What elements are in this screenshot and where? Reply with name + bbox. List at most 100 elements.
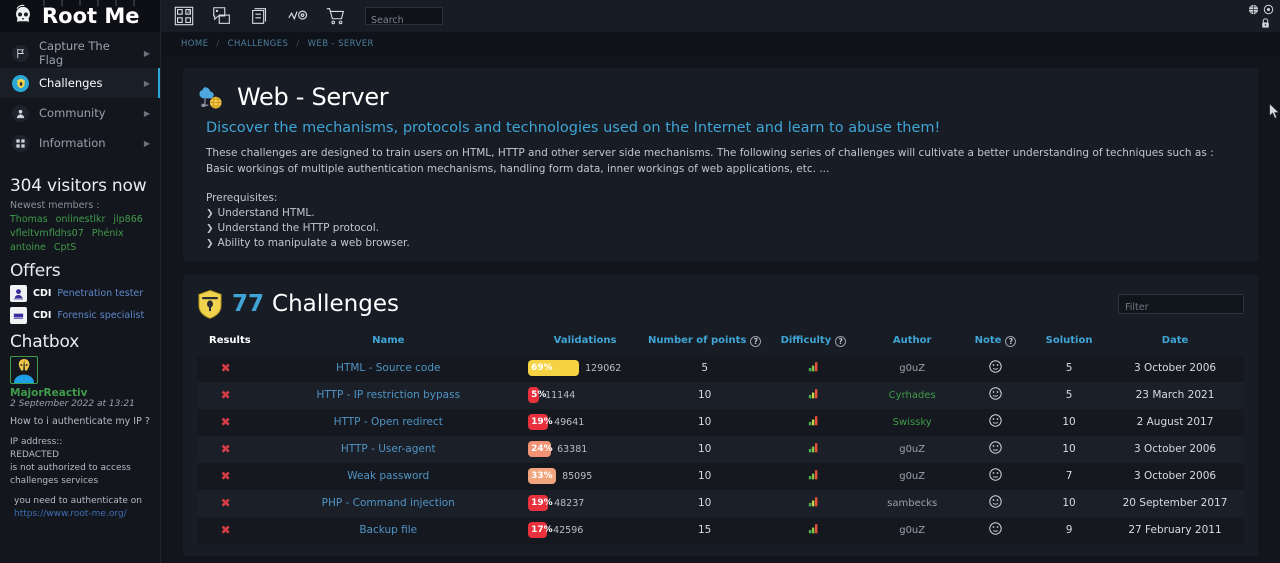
breadcrumb-item-home[interactable]: HOME bbox=[181, 39, 209, 49]
member-link[interactable]: antoine bbox=[10, 242, 46, 253]
member-link[interactable]: CptS bbox=[53, 242, 77, 253]
sidebar-item-information[interactable]: Information ▶ bbox=[0, 128, 160, 158]
cell-result: ✖ bbox=[197, 436, 254, 463]
cell-date: 20 September 2017 bbox=[1122, 497, 1228, 509]
challenge-link[interactable]: HTTP - Open redirect bbox=[333, 416, 443, 428]
filter-input[interactable] bbox=[1119, 298, 1243, 316]
cell-name: HTTP - User-agent bbox=[254, 436, 522, 463]
breadcrumb-item-web-server[interactable]: WEB - SERVER bbox=[307, 39, 374, 49]
notice-link[interactable]: https://www.root-me.org/ bbox=[14, 509, 127, 519]
table-row[interactable]: ✖ PHP - Command injection 19% 48237 10 sambec… bbox=[197, 489, 1244, 517]
challenge-link[interactable]: Backup file bbox=[359, 524, 418, 536]
breadcrumb-separator: / bbox=[216, 39, 220, 49]
column-header-date[interactable]: Date bbox=[1161, 335, 1189, 346]
cell-difficulty bbox=[761, 436, 865, 463]
avatar[interactable] bbox=[10, 356, 38, 384]
target-icon[interactable] bbox=[1263, 4, 1274, 15]
chat-notice: IP address:: REDACTED is not authorized … bbox=[10, 436, 150, 488]
help-icon[interactable]: ? bbox=[750, 335, 762, 347]
prerequisite-text: Ability to manipulate a web browser. bbox=[217, 236, 410, 249]
globe-icon[interactable] bbox=[1248, 4, 1259, 15]
prerequisite-text: Understand HTML. bbox=[217, 206, 315, 219]
challenges-panel: 77 Challenges Results Name Validations bbox=[183, 274, 1258, 556]
member-link[interactable]: jlp866 bbox=[113, 214, 143, 225]
column-header-validations[interactable]: Validations bbox=[553, 335, 617, 346]
challenge-link[interactable]: HTML - Source code bbox=[336, 362, 441, 374]
sidebar-item-challenges[interactable]: Challenges ▶ bbox=[0, 68, 160, 98]
column-header-difficulty[interactable]: Difficulty? bbox=[761, 329, 865, 355]
challenges-table: Results Name Validations Number of point… bbox=[197, 329, 1244, 544]
challenge-link[interactable]: Weak password bbox=[347, 470, 430, 482]
chat-timestamp: 2 September 2022 at 13:21 bbox=[10, 399, 135, 409]
sidebar-item-capture-the-flag[interactable]: Capture The Flag ▶ bbox=[0, 38, 160, 68]
column-header-note[interactable]: Note? bbox=[959, 329, 1032, 355]
brand-logo[interactable]: Root Me bbox=[0, 0, 160, 32]
column-header-name[interactable]: Name bbox=[372, 335, 405, 346]
author-name[interactable]: Cyrhades bbox=[888, 390, 936, 401]
challenge-link[interactable]: PHP - Command injection bbox=[321, 497, 455, 509]
archive-icon[interactable] bbox=[249, 5, 271, 27]
notice-line: IP address:: bbox=[10, 436, 63, 447]
column-header-results[interactable]: Results bbox=[209, 335, 251, 346]
author-name: sambecks bbox=[887, 498, 938, 509]
offer-item-forensic-specialist[interactable]: CDI Forensic specialist bbox=[10, 307, 150, 324]
filter-box[interactable] bbox=[1118, 293, 1244, 316]
cell-difficulty bbox=[761, 409, 865, 436]
prerequisite-text: Understand the HTTP protocol. bbox=[217, 221, 379, 234]
cell-note bbox=[959, 463, 1032, 490]
validation-bar: 17% bbox=[528, 522, 553, 538]
cart-icon[interactable] bbox=[325, 5, 347, 27]
table-row[interactable]: ✖ HTTP - Open redirect 19% 49641 10 Swissky 10… bbox=[197, 408, 1244, 436]
column-header-solution[interactable]: Solution bbox=[1045, 335, 1093, 346]
ctf-icon[interactable]: A bbox=[173, 5, 195, 27]
cell-solution: 5 bbox=[1065, 389, 1073, 401]
newest-members-label: Newest members : bbox=[10, 200, 100, 211]
member-link[interactable]: vfleltvmfldhs07 bbox=[10, 228, 84, 239]
cell-result: ✖ bbox=[197, 382, 254, 409]
search-box[interactable] bbox=[365, 7, 443, 29]
validation-count: 85095 bbox=[562, 470, 593, 482]
table-row[interactable]: ✖ Backup file 17% 42596 15 g0uZ 9 27 February 2… bbox=[197, 516, 1244, 544]
table-row[interactable]: ✖ Weak password 33% 85095 10 g0uZ 7 3 October 2… bbox=[197, 462, 1244, 490]
help-icon[interactable]: ? bbox=[835, 335, 847, 347]
challenge-link[interactable]: HTTP - IP restriction bypass bbox=[316, 389, 461, 401]
topbar: A bbox=[161, 0, 1280, 32]
not-validated-icon: ✖ bbox=[220, 523, 231, 537]
cell-author: g0uZ bbox=[865, 463, 958, 490]
stats-icon[interactable] bbox=[287, 5, 309, 27]
author-name[interactable]: Swissky bbox=[892, 417, 932, 428]
not-validated-icon: ✖ bbox=[220, 496, 231, 510]
cell-validations: 24% 63381 bbox=[522, 436, 648, 463]
offer-label: Forensic specialist bbox=[57, 310, 145, 321]
sidebar-label: Community bbox=[39, 106, 106, 120]
breadcrumb-item-challenges[interactable]: CHALLENGES bbox=[227, 39, 289, 49]
happy-face-icon bbox=[989, 387, 1002, 400]
cell-name: Weak password bbox=[254, 463, 522, 490]
cell-points: 10 bbox=[697, 443, 712, 455]
column-header-points[interactable]: Number of points? bbox=[648, 329, 762, 355]
sidebar-item-community[interactable]: Community ▶ bbox=[0, 98, 160, 128]
table-row[interactable]: ✖ HTML - Source code 69% 129062 5 g0uZ 5 3 Octo… bbox=[197, 354, 1244, 382]
table-row[interactable]: ✖ HTTP - IP restriction bypass 5% 11144 10 Cy… bbox=[197, 381, 1244, 409]
help-icon[interactable]: ? bbox=[1005, 335, 1017, 347]
member-link[interactable]: Thomas bbox=[10, 214, 48, 225]
cell-result: ✖ bbox=[197, 409, 254, 436]
validation-bar: 19% bbox=[528, 495, 553, 511]
lock-icon[interactable] bbox=[1260, 17, 1271, 29]
validation-percent: 5% bbox=[531, 390, 547, 400]
member-link[interactable]: Phénix bbox=[91, 228, 124, 239]
challenge-link[interactable]: HTTP - User-agent bbox=[340, 443, 436, 455]
question-avatar-icon bbox=[14, 359, 34, 383]
chat-username[interactable]: MajorReactiv bbox=[10, 387, 88, 399]
prerequisite-item: ❯ Ability to manipulate a web browser. bbox=[206, 237, 1244, 249]
cell-author: g0uZ bbox=[865, 436, 958, 463]
cell-note bbox=[959, 436, 1032, 463]
search-input[interactable] bbox=[366, 12, 442, 29]
chat-icon[interactable] bbox=[211, 5, 233, 27]
column-header-author[interactable]: Author bbox=[892, 335, 932, 346]
sidebar-nav: Capture The Flag ▶ Challenges ▶ Communit… bbox=[0, 32, 160, 158]
table-row[interactable]: ✖ HTTP - User-agent 24% 63381 10 g0uZ 10 3 Octo… bbox=[197, 435, 1244, 463]
offer-item-penetration-tester[interactable]: CDI Penetration tester bbox=[10, 285, 150, 302]
author-name: g0uZ bbox=[899, 471, 926, 482]
member-link[interactable]: onlinestlkr bbox=[55, 214, 106, 225]
